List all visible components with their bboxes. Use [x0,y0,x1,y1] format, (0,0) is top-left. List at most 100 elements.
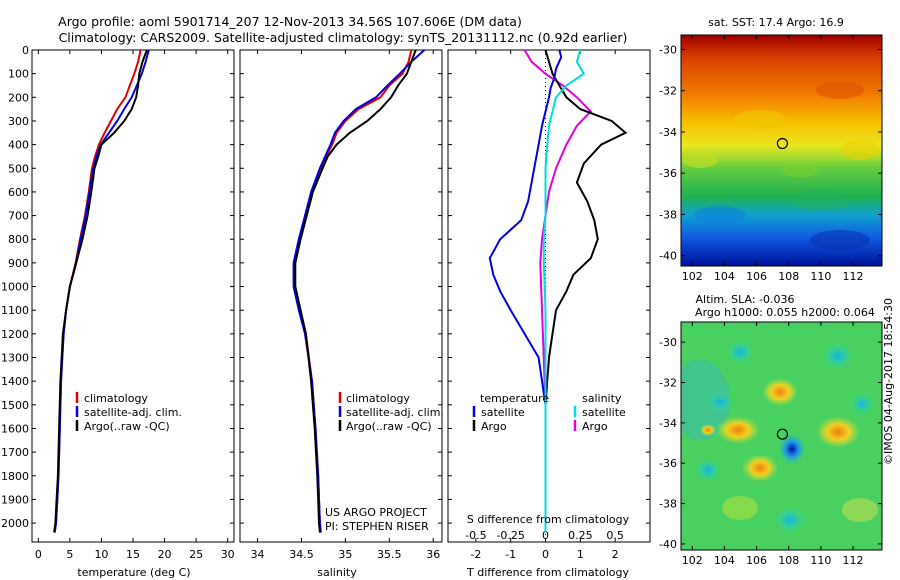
argo-location-marker [776,428,789,440]
x-tick-label: 110 [810,554,831,567]
y-tick-label: -34 [659,126,677,139]
header-line-1: Argo profile: aoml 5901714_207 12-Nov-20… [58,14,522,29]
y-tick-label: -32 [659,377,677,390]
y-tick-label: 1200 [1,328,29,341]
sla-map [680,321,883,551]
x-tick-label: -1 [505,548,516,561]
sla-map-ticks: 102 104 106 108 110 112 -30 -32 -34 -36 -38 -40 [659,322,882,567]
series-line [53,49,148,533]
legend-label-t-argo: Argo [481,420,507,433]
y-tick-label: -30 [659,336,677,349]
legend-salinity-heading: salinity [582,392,622,405]
legend-label-argo: Argo(..raw -QC) [346,420,432,433]
y-tick-label: 1300 [1,352,29,365]
s-tick-label: -0.25 [496,529,524,542]
sst-map-ticks: 102 104 106 108 110 112 -30 -32 -34 -36 -38 -40 [659,35,882,283]
y-tick-label: 500 [8,162,29,175]
y-tick-label: 1100 [1,304,29,317]
y-tick-label: 0 [22,44,29,57]
x-tick-label: 1 [577,548,584,561]
y-tick-label: 800 [8,233,29,246]
legend-label-s-argo: Argo [582,420,608,433]
y-tick-label: 600 [8,186,29,199]
y-tick-label: 300 [8,115,29,128]
x-tick-label: 104 [714,270,735,283]
x-tick-label: 112 [843,270,864,283]
x-tick-label: 106 [746,554,767,567]
argo-location-marker [776,137,789,150]
series-line [53,49,142,533]
x-tick-label: 30 [221,548,235,561]
y-tick-label: -40 [659,250,677,263]
series-line [292,49,426,533]
y-tick-label: 900 [8,257,29,270]
y-tick-label: 1700 [1,446,29,459]
y-tick-label: 1000 [1,281,29,294]
project-name: US ARGO PROJECT [325,506,427,519]
x-tick-label: 25 [189,548,203,561]
x-tick-label: 34 [251,548,265,561]
x-tick-label: 36 [426,548,440,561]
x-tick-label: 20 [158,548,172,561]
salinity-panel: 34 34.5 35 35.5 36 [240,49,442,561]
x-tick-label: 0 [35,548,42,561]
copyright-timestamp: ©IMOS 04-Aug-2017 18:54:30 [882,298,895,465]
temperature-legend: climatology satellite-adj. clim. Argo(..… [75,392,182,433]
x-tick-label: 5 [66,548,73,561]
y-tick-label: -36 [659,457,677,470]
legend-label-t-satellite: satellite [481,406,525,419]
series-line [523,49,593,533]
y-tick-label: -38 [659,208,677,221]
y-tick-label: -38 [659,498,677,511]
y-tick-label: 1500 [1,399,29,412]
y-tick-label: 700 [8,210,29,223]
x-tick-label: -2 [470,548,481,561]
legend-label-argo: Argo(..raw -QC) [84,420,170,433]
header-line-2: Climatology: CARS2009. Satellite-adjuste… [59,30,628,45]
salinity-panel-frame [239,49,443,543]
difference-xlabel: T difference from climatology [466,566,629,579]
y-tick-label: -40 [659,538,677,551]
x-tick-label: 106 [746,270,767,283]
x-tick-label: 104 [714,554,735,567]
x-tick-label: 102 [682,554,703,567]
x-tick-label: 102 [682,270,703,283]
y-tick-label: -30 [659,43,677,56]
x-tick-label: 15 [126,548,140,561]
x-tick-label: 2 [612,548,619,561]
x-tick-label: 35.5 [377,548,402,561]
y-tick-label: 400 [8,139,29,152]
s-tick-label: 0 [542,529,549,542]
x-tick-label: 112 [843,554,864,567]
temperature-panel-frame [31,49,235,543]
legend-label-climatology: climatology [346,392,410,405]
legend-label-satellite: satellite-adj. clim. [84,406,182,419]
x-tick-label: 0 [542,548,549,561]
x-tick-label: 34.5 [289,548,314,561]
sst-map-frame [680,34,883,267]
y-tick-label: 2000 [1,517,29,530]
s-tick-label: 0.25 [568,529,593,542]
y-tick-label: 1900 [1,493,29,506]
sst-texture [682,81,880,250]
project-pi: PI: STEPHEN RISER [325,520,429,533]
x-tick-label: 108 [778,270,799,283]
y-tick-label: 1800 [1,470,29,483]
y-tick-label: -36 [659,167,677,180]
y-tick-label: 1600 [1,422,29,435]
y-tick-label: -34 [659,417,677,430]
y-tick-label: 200 [8,91,29,104]
salinity-xlabel: salinity [317,566,357,579]
series-line [293,49,413,533]
sla-map-frame [680,321,883,551]
legend-label-climatology: climatology [84,392,148,405]
legend-label-s-satellite: satellite [582,406,626,419]
s-tick-label: -0.5 [465,529,486,542]
sla-features [681,340,878,534]
y-tick-label: 100 [8,68,29,81]
temperature-xlabel: temperature (deg C) [77,566,190,579]
series-line [294,49,417,533]
y-tick-label: 1400 [1,375,29,388]
difference-panel-frame [447,49,651,543]
x-tick-label: 110 [810,270,831,283]
